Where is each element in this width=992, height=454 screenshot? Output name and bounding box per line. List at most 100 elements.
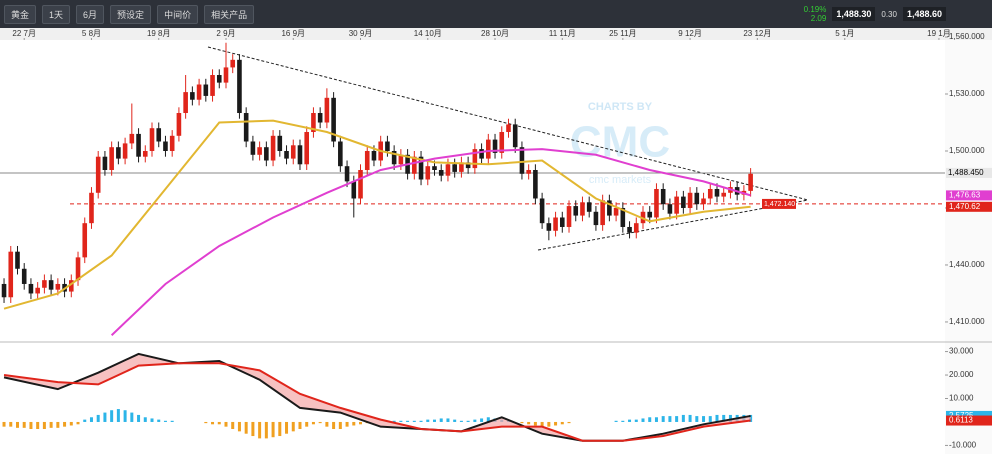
histogram-bar — [76, 421, 80, 425]
candle-body — [122, 143, 128, 159]
toolbar-button[interactable]: 预设定 — [110, 4, 152, 24]
candle-body — [660, 188, 666, 205]
histogram-bar — [49, 421, 53, 428]
candle-body — [82, 223, 88, 258]
candle-body — [687, 192, 693, 208]
candle-body — [559, 217, 565, 227]
candle-body — [216, 75, 222, 83]
toolbar: 黄金 1天 6月 预设定 中间价 相关产品 0.19% 2.09 1,488.30… — [0, 0, 992, 28]
histogram-bar — [157, 419, 161, 422]
candle-body — [438, 169, 444, 176]
candle-body — [593, 211, 599, 226]
x-tick-label: 5 1月 — [835, 29, 854, 38]
candle-body — [42, 280, 47, 288]
date-strip — [0, 28, 992, 40]
candle-body — [68, 280, 74, 292]
candle-body — [573, 206, 579, 216]
candle-body — [647, 211, 653, 218]
candle-body — [230, 59, 236, 68]
histogram-bar — [352, 421, 356, 426]
histogram-bar — [291, 421, 295, 432]
histogram-bar — [406, 420, 410, 422]
x-tick-label: 5 8月 — [82, 29, 101, 38]
candle-body — [203, 84, 209, 96]
histogram-bar — [298, 421, 302, 430]
price-tag — [946, 190, 992, 201]
candle-body — [391, 150, 397, 165]
candle-body — [21, 268, 27, 284]
histogram-bar — [325, 421, 329, 427]
candle-body — [351, 181, 357, 199]
y-tick-label: 1,440.000 — [949, 260, 985, 269]
x-tick-label: 9 12月 — [678, 29, 702, 38]
indicator-line — [110, 148, 751, 336]
histogram-bar — [560, 421, 564, 425]
candle-body — [48, 280, 54, 290]
histogram-bar — [2, 421, 6, 427]
candle-body — [297, 145, 303, 165]
candle-body — [445, 164, 451, 176]
candle-body — [465, 162, 471, 169]
candle-body — [109, 147, 114, 170]
interval-button[interactable]: 1天 — [42, 4, 71, 24]
x-tick-label: 23 12月 — [743, 29, 771, 38]
candle-body — [748, 173, 753, 191]
histogram-bar — [614, 420, 618, 422]
histogram-bar — [675, 416, 679, 422]
buy-price[interactable]: 1,488.60 — [902, 7, 946, 21]
candle-body — [486, 139, 491, 159]
histogram-bar — [540, 421, 544, 427]
histogram-bar — [728, 414, 732, 422]
histogram-bar — [359, 421, 363, 425]
candle-body — [667, 204, 673, 214]
candle-body — [499, 132, 505, 153]
candle-body — [55, 283, 61, 290]
trend-line — [207, 46, 809, 201]
histogram-bar — [15, 421, 19, 428]
candle-body — [190, 92, 195, 100]
candle-body — [264, 147, 269, 161]
candle-body — [492, 139, 498, 153]
histogram-bar — [83, 419, 87, 422]
x-tick-label: 16 9月 — [281, 29, 305, 38]
histogram-bar — [480, 418, 484, 422]
candle-body — [425, 166, 431, 180]
histogram-bar — [123, 410, 127, 422]
histogram-bar — [143, 417, 147, 422]
histogram-bar — [439, 418, 443, 422]
candle-body — [338, 141, 343, 167]
histogram-bar — [392, 420, 396, 422]
symbol-select[interactable]: 黄金 — [4, 4, 37, 24]
histogram-bar — [432, 419, 436, 422]
candle-body — [156, 128, 162, 142]
toolbar-button[interactable]: 中间价 — [157, 4, 199, 24]
histogram-bar — [621, 420, 625, 422]
candle-body — [183, 92, 188, 114]
histogram-bar — [466, 420, 470, 422]
candle-body — [620, 207, 626, 227]
histogram-bar — [459, 420, 463, 422]
candle-body — [613, 207, 619, 216]
candle-body — [707, 188, 713, 199]
x-tick-label: 19 1月 — [927, 29, 951, 38]
histogram-bar — [318, 421, 322, 424]
candle-body — [8, 251, 14, 298]
histogram-bar — [237, 421, 241, 432]
candle-body — [75, 257, 81, 281]
histogram-bar — [278, 421, 282, 437]
candle-body — [600, 200, 605, 226]
histogram-bar — [668, 416, 672, 422]
histogram-bar — [258, 421, 262, 439]
sell-price[interactable]: 1,488.30 — [832, 7, 876, 21]
candle-body — [102, 156, 108, 170]
histogram-bar — [170, 420, 174, 422]
toolbar-button[interactable]: 相关产品 — [204, 4, 255, 24]
candle-body — [519, 147, 525, 174]
range-button[interactable]: 6月 — [76, 4, 105, 24]
x-tick-label: 22 7月 — [12, 29, 36, 38]
candle-body — [364, 150, 370, 170]
histogram-bar — [137, 414, 141, 422]
histogram-bar — [89, 417, 93, 422]
candle-body — [418, 156, 424, 180]
